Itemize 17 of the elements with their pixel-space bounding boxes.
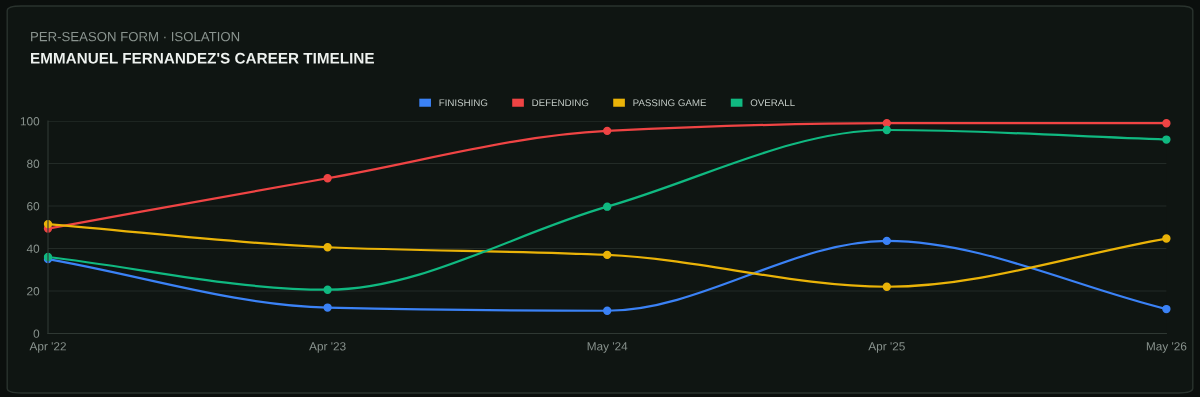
chart-subtitle: PER-SEASON FORM · ISOLATION <box>31 31 240 42</box>
x-tick-label: May '26 <box>1146 342 1187 353</box>
legend-label: FINISHING <box>439 99 488 107</box>
x-tick-label: Apr '22 <box>29 342 66 353</box>
x-tick-label: Apr '23 <box>309 342 346 353</box>
x-tick-label: May '24 <box>587 342 628 353</box>
legend-label: DEFENDING <box>532 99 589 107</box>
legend-label: PASSING GAME <box>633 99 707 107</box>
chart-title: EMMANUEL FERNANDEZ'S CAREER TIMELINE <box>31 52 374 64</box>
x-tick-label: Apr '25 <box>868 342 905 353</box>
y-tick-label: 60 <box>27 202 40 211</box>
y-tick-label: 80 <box>27 159 40 168</box>
y-tick-label: 40 <box>26 244 40 253</box>
y-tick-label: 100 <box>20 117 40 126</box>
y-tick-label: 20 <box>27 287 40 296</box>
legend-label: OVERALL <box>750 99 795 107</box>
y-tick-label: 0 <box>33 329 40 338</box>
